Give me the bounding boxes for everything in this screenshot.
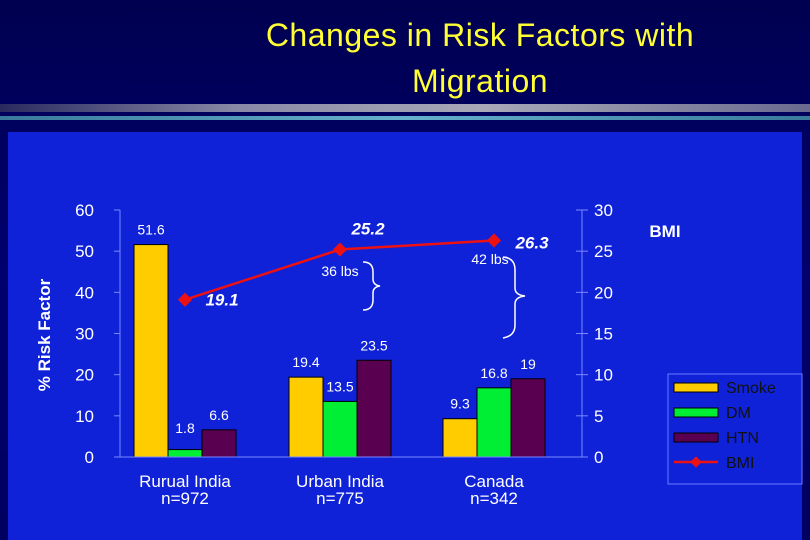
y-tick-label: 60: [75, 201, 94, 220]
bar-dm: [476, 387, 512, 458]
bar-value-label: 19: [520, 356, 536, 372]
y-tick-label: 0: [85, 448, 94, 467]
title-line-2: Migration: [411, 63, 549, 99]
bar-value-label: 16.8: [480, 365, 507, 381]
y2-tick-label: 0: [594, 448, 603, 467]
y2-tick-label: 15: [594, 325, 613, 344]
y-axis-left: 0 10 20 30 40 50 60: [75, 201, 121, 467]
bar-dm: [322, 400, 358, 458]
title-divider-accent: [0, 116, 810, 120]
bar-htn: [356, 359, 392, 458]
legend-label: BMI: [726, 455, 754, 472]
bar-value-label: 23.5: [360, 337, 387, 353]
y2-tick-label: 30: [594, 201, 613, 220]
bar-value-label: 19.4: [292, 354, 319, 370]
title-divider: [0, 104, 810, 112]
y-tick-label: 50: [75, 242, 94, 261]
title-line-1: Changes in Risk Factors with: [265, 17, 695, 53]
bmi-value-label: 19.1: [205, 291, 238, 310]
category-label: Urban India: [296, 472, 384, 491]
legend-label: DM: [726, 405, 751, 422]
annotations: 36 lbs 42 lbs: [321, 251, 526, 339]
bar-value-labels: 51.6 19.4 9.3 1.8 13.5 16.8 6.6 23.5 19: [137, 222, 536, 436]
category-sample-size: n=775: [316, 489, 364, 508]
annotation-42-lbs: 42 lbs: [471, 251, 508, 267]
bar-value-label: 1.8: [175, 420, 195, 436]
bar-series: [120, 244, 582, 458]
legend-label: HTN: [726, 430, 759, 447]
legend: Smoke DM HTN BMI: [667, 373, 803, 485]
y2-axis-label: BMI: [649, 222, 680, 241]
bmi-point: [177, 292, 193, 307]
bar-htn: [201, 429, 237, 458]
y-tick-label: 30: [75, 325, 94, 344]
category-sample-size: n=972: [161, 489, 209, 508]
bmi-value-label: 25.2: [350, 220, 385, 239]
y-tick-label: 10: [75, 407, 94, 426]
y2-tick-label: 25: [594, 242, 613, 261]
bar-smoke: [442, 418, 478, 458]
y-tick-label: 20: [75, 366, 94, 385]
annotation-36-lbs: 36 lbs: [321, 263, 358, 279]
y-axis-label: % Risk Factor: [35, 278, 54, 391]
y2-tick-label: 10: [594, 366, 613, 385]
category-label: Canada: [464, 472, 524, 491]
legend-swatch-bmi-marker: [690, 456, 702, 468]
legend-swatch-dm: [673, 407, 719, 418]
bmi-value-label: 26.3: [514, 233, 549, 252]
bmi-point: [332, 242, 348, 257]
legend-label: Smoke: [726, 380, 776, 397]
legend-swatch-htn: [673, 432, 719, 443]
y2-tick-label: 5: [594, 407, 603, 426]
bar-dm: [167, 449, 203, 458]
bar-value-label: 13.5: [326, 378, 353, 394]
brace-icon: [362, 261, 381, 311]
bar-smoke: [133, 244, 169, 458]
y2-tick-label: 20: [594, 283, 613, 302]
bar-smoke: [288, 376, 324, 458]
category-sample-size: n=342: [470, 489, 518, 508]
slide-title: Changes in Risk Factors with Migration: [150, 12, 810, 104]
category-label: Rurual India: [139, 472, 231, 491]
bar-value-label: 6.6: [209, 407, 229, 423]
legend-swatch-smoke: [673, 382, 719, 393]
bar-value-label: 51.6: [137, 222, 164, 238]
bmi-point: [486, 233, 502, 248]
y-tick-label: 40: [75, 283, 94, 302]
brace-icon: [502, 256, 526, 339]
bar-value-label: 9.3: [450, 396, 470, 412]
bmi-line-series: 19.1 25.2 26.3: [177, 220, 549, 310]
bar-htn: [510, 378, 546, 458]
y-axis-right: 0 5 10 15 20 25 30: [576, 201, 613, 467]
